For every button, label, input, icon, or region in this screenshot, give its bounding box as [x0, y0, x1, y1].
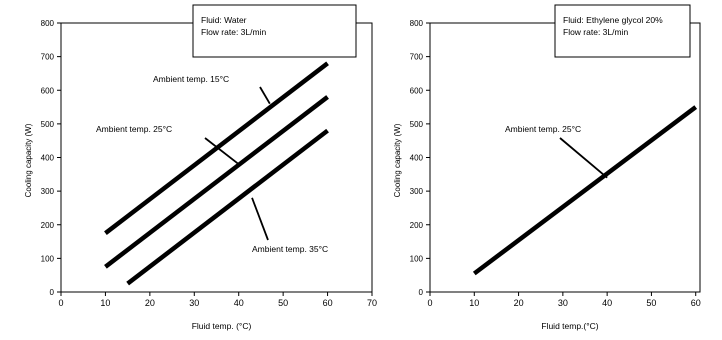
series-line-1: [472, 105, 698, 276]
series-label: Ambient temp. 35°C: [252, 244, 328, 254]
x-tick-label: 30: [189, 298, 199, 308]
x-tick-label: 0: [427, 298, 432, 308]
x-tick-label: 50: [278, 298, 288, 308]
x-axis-label: Fluid temp. (°C): [192, 321, 252, 331]
x-tick-label: 50: [646, 298, 656, 308]
series-leader-line: [559, 137, 608, 179]
y-tick-label: 700: [410, 53, 424, 62]
y-tick-label: 500: [41, 120, 55, 129]
info-box: [192, 4, 357, 58]
x-tick-label: 20: [145, 298, 155, 308]
x-tick-label: 70: [367, 298, 377, 308]
chart-2: 0100200300400500600700800010203040506070…: [393, 4, 701, 331]
x-tick-label: 0: [58, 298, 63, 308]
y-tick-label: 200: [410, 221, 424, 230]
y-tick-label: 400: [41, 154, 55, 163]
series-leader-line: [259, 86, 271, 105]
y-tick-label: 700: [41, 53, 55, 62]
info-box-line: Flow rate: 3L/min: [201, 27, 266, 37]
y-tick-label: 600: [41, 86, 55, 95]
series-label: Ambient temp. 25°C: [96, 124, 172, 134]
x-tick-label: 40: [234, 298, 244, 308]
y-axis-label: Cooling capacity (W): [393, 123, 402, 197]
x-axis-label: Fluid temp.(°C): [541, 321, 598, 331]
x-tick-label: 20: [514, 298, 524, 308]
series-label: Ambient temp. 25°C: [505, 124, 581, 134]
x-tick-label: 40: [602, 298, 612, 308]
series-line-2: [104, 95, 329, 269]
series-label-bg: [250, 243, 331, 255]
x-tick-label: 60: [323, 298, 333, 308]
y-tick-label: 300: [410, 187, 424, 196]
series-label-bg: [151, 73, 232, 85]
y-tick-label: 100: [410, 254, 424, 263]
y-tick-label: 100: [41, 254, 55, 263]
y-tick-label: 0: [419, 288, 424, 297]
plot-frame: [429, 22, 701, 293]
series-label: Ambient temp. 15°C: [153, 74, 229, 84]
series-line-3: [126, 128, 329, 286]
x-tick-label: 30: [558, 298, 568, 308]
info-box: [554, 4, 691, 58]
y-tick-label: 400: [410, 154, 424, 163]
series-label-bg: [503, 123, 584, 135]
x-tick-label: 60: [691, 298, 701, 308]
y-tick-label: 300: [41, 187, 55, 196]
y-tick-label: 0: [50, 288, 55, 297]
info-box-line: Fluid: Ethylene glycol 20%: [563, 15, 663, 25]
info-box-line: Flow rate: 3L/min: [563, 27, 628, 37]
series-leader-line: [251, 197, 269, 241]
info-box-line: Fluid: Water: [201, 15, 247, 25]
y-tick-label: 200: [41, 221, 55, 230]
chart-1: 0 100 200 300 400 500 600 700 800 0 10 20 30 40 50 60 70…: [24, 4, 377, 331]
x-tick-label: 10: [469, 298, 479, 308]
y-tick-label: 600: [410, 86, 424, 95]
x-tick-label: 10: [100, 298, 110, 308]
series-line-1: [104, 61, 329, 235]
series-leader-line: [204, 137, 240, 165]
y-tick-label: 500: [410, 120, 424, 129]
y-tick-label: 800: [41, 19, 55, 28]
y-axis-label: Cooling capacity (W): [24, 123, 33, 197]
series-label-bg: [94, 123, 175, 135]
y-tick-label: 800: [410, 19, 424, 28]
